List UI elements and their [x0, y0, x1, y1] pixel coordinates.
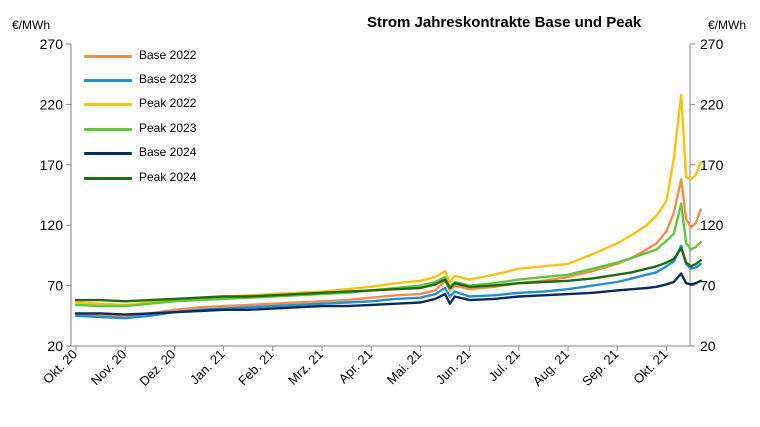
legend-item-peak-2022: Peak 2022: [84, 96, 284, 111]
legend-item-base-2022: Base 2022: [84, 48, 284, 63]
legend-label: Peak 2024: [139, 170, 197, 184]
legend-label: Peak 2022: [139, 96, 197, 110]
y-tick-label-right: 170: [700, 157, 724, 173]
legend-item-peak-2023: Peak 2023: [84, 121, 284, 136]
series-line: [74, 246, 702, 303]
y-tick-label-left: 270: [40, 36, 64, 52]
y-tick-label-right: 120: [700, 217, 724, 233]
y-tick-label-left: 220: [40, 96, 64, 112]
legend-swatch: [84, 103, 132, 106]
x-tick-label: Apr. 21: [336, 347, 376, 387]
legend-swatch: [84, 152, 132, 155]
y-tick-label-right: 270: [700, 36, 724, 52]
x-tick-label: Feb. 21: [235, 347, 277, 389]
right-unit-label: €/MWh: [708, 18, 747, 32]
legend-swatch: [84, 177, 132, 180]
x-tick-label: Sep. 21: [579, 347, 621, 389]
x-tick-label: Dez. 20: [136, 347, 178, 389]
y-tick-label-right: 220: [700, 96, 724, 112]
x-tick-label: Okt. 21: [630, 347, 670, 387]
series-line: [74, 178, 702, 319]
y-tick-label-right: 20: [700, 338, 716, 354]
legend-label: Peak 2023: [139, 121, 197, 135]
y-tick-label-left: 70: [47, 278, 63, 294]
x-tick-label: Aug. 21: [530, 347, 572, 389]
legend-label: Base 2023: [139, 72, 197, 86]
x-tick-label: Jan. 21: [187, 347, 228, 388]
legend-swatch: [84, 55, 132, 58]
legend-item-base-2024: Base 2024: [84, 145, 284, 160]
x-tick-label: Nov. 20: [88, 347, 130, 389]
y-tick-label-right: 70: [700, 278, 716, 294]
legend-swatch: [84, 128, 132, 131]
series-line: [74, 244, 702, 320]
legend-label: Base 2022: [139, 48, 197, 62]
x-tick-label: Mrz. 21: [285, 347, 326, 388]
y-tick-label-left: 170: [40, 157, 64, 173]
y-tick-label-left: 120: [40, 217, 64, 233]
x-tick-label: Jul. 21: [485, 347, 523, 385]
y-tick-label-left: 20: [47, 338, 63, 354]
series-line: [74, 272, 702, 316]
legend-item-base-2023: Base 2023: [84, 72, 284, 87]
legend-item-peak-2024: Peak 2024: [84, 170, 284, 185]
x-tick-label: Jun. 21: [433, 347, 474, 388]
x-tick-label: Mai. 21: [384, 347, 425, 388]
legend-label: Base 2024: [139, 145, 197, 159]
chart-title: Strom Jahreskontrakte Base und Peak: [367, 14, 642, 31]
left-unit-label: €/MWh: [12, 18, 51, 32]
chart-series: [74, 93, 702, 320]
legend-swatch: [84, 79, 132, 82]
